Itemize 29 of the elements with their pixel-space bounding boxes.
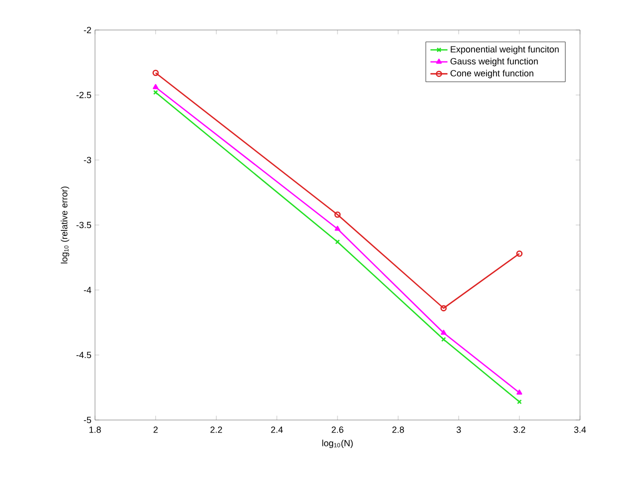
y-axis-title: log$_{10}$ (relative error) xyxy=(60,186,70,264)
point xyxy=(335,239,340,244)
y-tick-label: -5 xyxy=(84,416,92,424)
x-tick-label: 3.2 xyxy=(513,426,526,433)
y-tick-label: -4 xyxy=(84,286,92,294)
x-tick-label: 2.2 xyxy=(210,426,222,433)
legend-label: Gauss weight function xyxy=(450,58,538,66)
x-tick-label: 1.8 xyxy=(89,426,101,433)
x-tick-label: 2 xyxy=(154,426,158,433)
y-tick-label: -4.5 xyxy=(76,352,92,358)
x-tick-label: 2.6 xyxy=(332,426,344,433)
y-tick-label: -3 xyxy=(84,156,92,164)
x-tick-label: 3.4 xyxy=(574,426,586,433)
point xyxy=(440,330,446,335)
x-tick-label: 2.8 xyxy=(392,426,404,433)
y-tick-label: -2 xyxy=(84,26,92,34)
point xyxy=(334,211,341,218)
point xyxy=(440,305,447,312)
point xyxy=(516,390,522,395)
y-tick-label: -2.5 xyxy=(76,92,92,98)
legend-label: Exponential weight funciton xyxy=(450,46,559,54)
y-tick-label: -3.5 xyxy=(76,222,92,228)
point xyxy=(152,84,158,90)
x-tick-label: 3 xyxy=(456,426,461,433)
x-tick-label: 2.4 xyxy=(271,426,283,433)
point xyxy=(334,226,340,231)
point xyxy=(441,336,446,342)
x-axis-title: log$_{10}$(N) xyxy=(322,440,353,448)
legend-label: Cone weight function xyxy=(450,70,534,78)
